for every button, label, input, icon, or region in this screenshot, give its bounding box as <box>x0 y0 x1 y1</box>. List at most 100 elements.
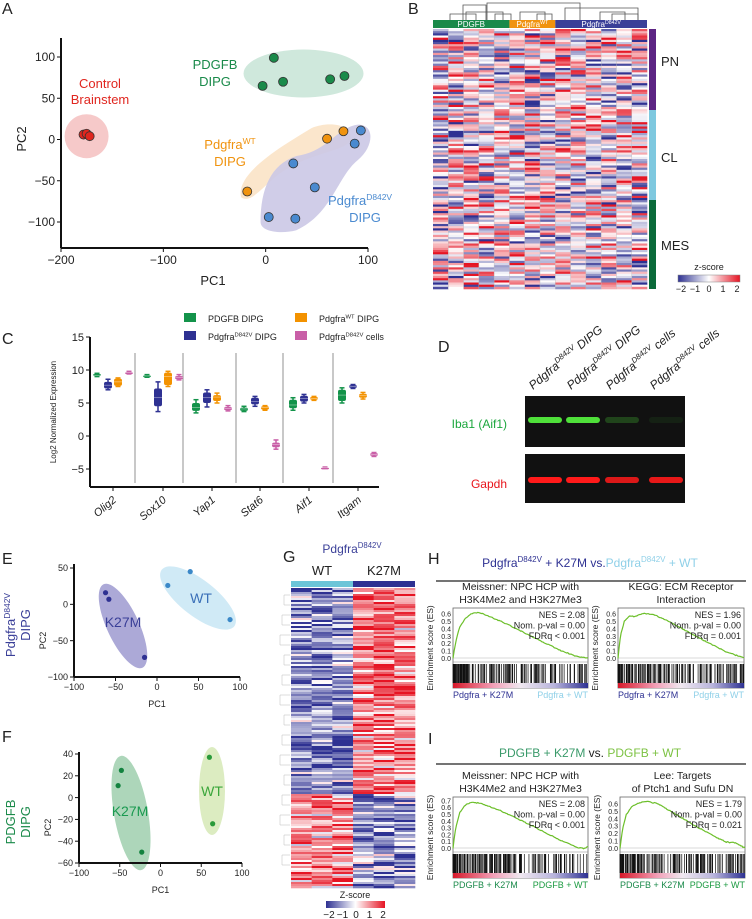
heatmap-cell <box>509 195 526 199</box>
heatmap-cell <box>524 148 541 151</box>
heatmap-cell <box>291 658 312 661</box>
heatmap-cell <box>509 237 526 240</box>
heatmap-cell <box>373 684 395 687</box>
heatmap-cell <box>540 102 556 106</box>
heatmap-cell <box>394 646 416 649</box>
heatmap-cell <box>332 624 354 627</box>
heatmap-cell <box>616 46 633 49</box>
heatmap-cell <box>524 211 541 214</box>
heatmap-cell <box>394 674 416 677</box>
heatmap-cell <box>509 193 526 197</box>
heatmap-cell <box>433 271 449 275</box>
heatmap-cell <box>555 31 571 34</box>
data-point <box>84 131 95 142</box>
heatmap-cell <box>601 163 617 166</box>
heatmap-cell <box>524 204 541 207</box>
heatmap-cell <box>540 117 556 121</box>
heatmap-cell <box>524 250 541 253</box>
heatmap-cell <box>448 161 464 164</box>
heatmap-cell <box>494 219 510 223</box>
heatmap-cell <box>631 247 648 251</box>
heatmap-cell <box>373 644 395 647</box>
heatmap-cell <box>524 85 541 88</box>
heatmap-cell <box>616 191 633 194</box>
heatmap-cell <box>631 50 648 54</box>
heatmap-cell <box>463 81 480 84</box>
heatmap-cell <box>478 178 495 181</box>
heatmap-cell <box>540 167 556 171</box>
y-tick-label: 0.1 <box>441 649 451 656</box>
colorbar-tick-label: 1 <box>720 284 725 294</box>
heatmap-cell <box>448 232 464 236</box>
heatmap-cell <box>373 842 395 845</box>
heatmap-cell <box>332 594 354 597</box>
heatmap-cell <box>631 265 648 268</box>
heatmap-cell <box>601 178 617 181</box>
heatmap-cell <box>570 269 587 272</box>
heatmap-cell <box>555 163 571 166</box>
heatmap-cell <box>540 247 556 251</box>
heatmap-cell <box>394 684 416 687</box>
heatmap-cell <box>463 247 480 251</box>
heatmap-cell <box>601 169 617 173</box>
legend-swatch <box>184 331 196 340</box>
heatmap-cell <box>509 148 526 151</box>
heatmap-cell <box>353 616 374 619</box>
heatmap-cell <box>478 102 495 106</box>
heatmap-cell <box>555 57 571 60</box>
heatmap-cell <box>463 87 480 90</box>
label-superscript: D842V <box>235 332 253 338</box>
heatmap-cell <box>509 130 526 134</box>
heatmap-cell <box>616 198 633 201</box>
heatmap-cell <box>448 224 464 227</box>
heatmap-cell <box>631 59 648 62</box>
heatmap-cell <box>448 50 464 54</box>
heatmap-cell <box>332 756 354 759</box>
data-point <box>325 74 336 85</box>
y-axis-label: Enrichment score (ES) <box>592 795 602 881</box>
heatmap-cell <box>311 844 333 847</box>
heatmap-cell <box>494 100 510 103</box>
heatmap-cell <box>509 154 526 158</box>
heatmap-cell <box>463 133 480 136</box>
heatmap-cell <box>394 800 416 803</box>
title-part: PDGFB + WT <box>607 746 681 760</box>
heatmap-cell <box>555 185 571 188</box>
heatmap-cell <box>394 824 416 827</box>
heatmap-cell <box>332 788 354 791</box>
heatmap-cell <box>509 135 526 138</box>
heatmap-cell <box>394 606 416 609</box>
heatmap-cell <box>524 284 541 288</box>
heatmap-cell <box>353 830 374 833</box>
heatmap-cell <box>291 756 312 759</box>
heatmap-cell <box>394 782 416 785</box>
heatmap-cell <box>631 254 648 257</box>
heatmap-cell <box>448 141 464 145</box>
heatmap-cell <box>433 143 449 147</box>
heatmap-cell <box>524 228 541 231</box>
heatmap-cell <box>448 135 464 138</box>
heatmap-cell <box>631 72 648 75</box>
heatmap-cell <box>601 250 617 253</box>
label-base: Pdgfra <box>204 137 243 152</box>
heatmap-cell <box>540 265 556 268</box>
heatmap-cell <box>524 263 541 266</box>
heatmap-cell <box>585 76 602 80</box>
series-label-pdgfra-wt: PdgfraWT <box>204 136 255 152</box>
heatmap-cell <box>524 276 541 279</box>
heatmap-cell <box>353 836 374 839</box>
heatmap-cell <box>291 650 312 653</box>
heatmap-cell <box>616 280 633 283</box>
heatmap-cell <box>570 271 587 275</box>
heatmap-cell <box>616 57 633 60</box>
heatmap-cell <box>311 804 333 807</box>
heatmap-cell <box>524 226 541 229</box>
heatmap-cell <box>631 104 648 108</box>
heatmap-cell <box>478 52 495 56</box>
heatmap-cell <box>394 720 416 723</box>
heatmap-cell <box>631 146 648 149</box>
heatmap-cell <box>616 278 633 281</box>
heatmap-cell <box>540 221 556 225</box>
heatmap-cell <box>555 37 571 41</box>
box <box>224 406 232 411</box>
